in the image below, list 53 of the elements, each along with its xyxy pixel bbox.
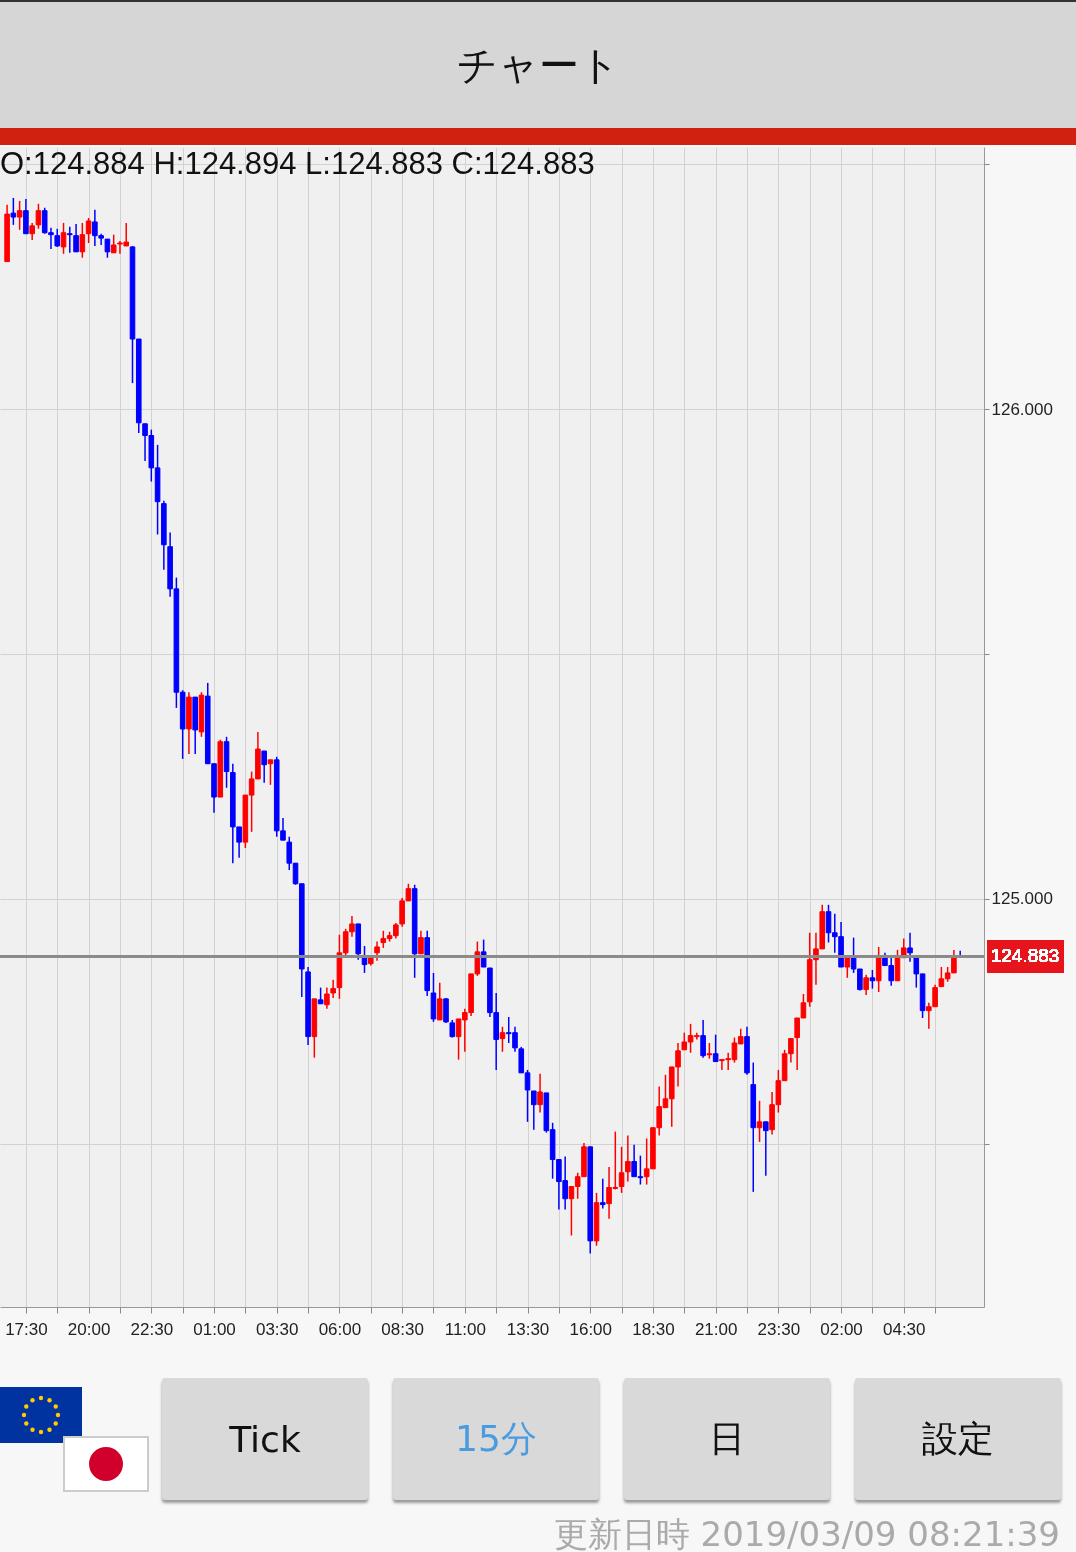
candlestick: [85, 217, 92, 244]
text: Tick: [162, 1378, 368, 1500]
x-tick-label: 23:30: [757, 1319, 801, 1339]
candlestick: [23, 198, 29, 235]
text: 更新日時 2019/03/09 08:21:39: [553, 1513, 1060, 1552]
candlestick: [869, 969, 876, 990]
candlestick: [54, 228, 61, 248]
candlestick: [599, 1177, 606, 1210]
x-tick-label: 21:00: [694, 1319, 738, 1339]
candlestick: [763, 1121, 769, 1177]
x-tick-label: 11:00: [444, 1319, 486, 1339]
candlestick: [907, 931, 913, 963]
text: 15分: [393, 1378, 599, 1500]
x-tick-label: 02:00: [820, 1319, 863, 1339]
candlestick: [79, 222, 86, 259]
candlestick: [261, 750, 267, 784]
y-tick-label: 126.000: [991, 399, 1053, 419]
candlestick: [374, 940, 380, 962]
x-tick-label: 16:00: [569, 1319, 613, 1339]
annotation: O:124.884 H:124.894 L:124.883 C:124.883: [0, 146, 595, 182]
x-tick-label: 08:30: [381, 1319, 424, 1339]
x-tick-label: 06:00: [318, 1319, 362, 1339]
x-tick-label: 03:30: [255, 1319, 299, 1339]
candlestick: [10, 197, 17, 226]
candlestick: [60, 222, 67, 255]
candlestick: [418, 930, 424, 955]
text: 日: [624, 1378, 830, 1500]
candlestick: [712, 1033, 719, 1063]
x-tick-label: 01:00: [193, 1319, 236, 1339]
x-tick-label: 04:30: [882, 1319, 926, 1339]
x-tick-label: 17:30: [5, 1319, 48, 1339]
candlestick: [267, 759, 274, 786]
candlestick: [66, 226, 73, 254]
candlestick: [618, 1146, 625, 1194]
ref-line-label: 124.883: [990, 945, 1060, 967]
candlestick: [700, 1019, 706, 1059]
x-tick-label: 22:30: [130, 1319, 174, 1339]
text: 設定: [855, 1378, 1061, 1500]
x-tick-label: 13:30: [506, 1319, 550, 1339]
candlestick: [499, 1026, 506, 1053]
y-tick-label: 125.000: [991, 889, 1053, 909]
candlestick: [436, 981, 443, 1021]
candlestick: [537, 1073, 543, 1114]
candlestick: [844, 956, 851, 979]
candlestick: [16, 200, 23, 231]
candlestick: [875, 946, 882, 993]
x-tick-label: 20:00: [67, 1319, 111, 1339]
x-tick-label: 18:30: [632, 1319, 675, 1339]
chart-title: チャート: [0, 0, 1076, 128]
candlestick: [756, 1100, 763, 1143]
candlestick: [863, 974, 869, 996]
candlestick: [625, 1134, 631, 1183]
candlestick: [73, 223, 79, 253]
